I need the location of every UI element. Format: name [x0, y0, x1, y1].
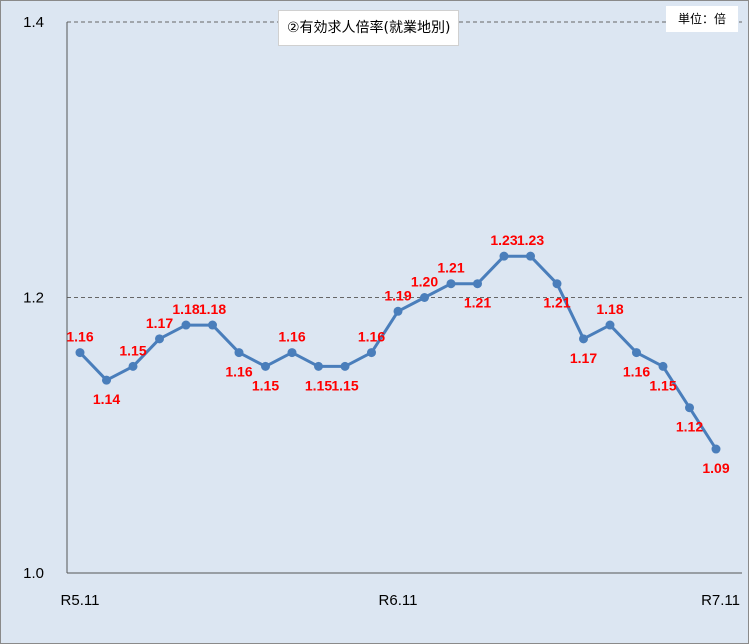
data-label-layer: 1.161.141.151.171.18 1.181.161.151.161.15…: [66, 232, 729, 476]
data-point: [181, 320, 191, 330]
data-point: [367, 348, 376, 358]
data-point: [393, 306, 403, 316]
data-label: 1.15: [252, 377, 279, 393]
data-label: 1.09: [702, 460, 729, 476]
data-point: [499, 251, 509, 261]
unit-label: 単位：倍: [666, 6, 738, 32]
data-label: 1.21: [437, 260, 464, 276]
data-point: [446, 279, 456, 289]
data-point: [155, 334, 164, 344]
data-label: 1.18: [172, 301, 199, 317]
data-point: [287, 348, 297, 358]
data-point: [473, 279, 482, 289]
data-label: 1.15: [331, 377, 358, 393]
y-tick-label: 1.0: [23, 565, 44, 582]
data-point: [314, 361, 323, 371]
data-label: 1.14: [93, 391, 120, 407]
series-line: [78, 254, 718, 450]
chart-title: ②有効求人倍率(就業地別): [278, 10, 460, 46]
data-point: [711, 444, 721, 454]
data-label: 1.23: [517, 232, 544, 248]
data-point: [605, 320, 615, 330]
data-point: [552, 279, 562, 289]
data-label: 1.15: [649, 377, 676, 393]
data-label: 1.16: [66, 329, 93, 345]
data-label: 1.17: [146, 315, 173, 331]
data-label: 1.16: [358, 329, 385, 345]
data-label: 1.15: [305, 377, 332, 393]
data-label: 1.21: [543, 295, 570, 311]
data-point: [234, 348, 244, 358]
y-tick-label: 1.4: [23, 14, 44, 31]
data-label: 1.15: [119, 342, 146, 358]
data-point: [632, 348, 641, 358]
x-tick-label: R6.11: [379, 592, 418, 609]
data-label: 1.18: [596, 301, 623, 317]
x-tick-label: R5.11: [61, 592, 100, 609]
axes: 1.0 1.2 1.4 R5.11 R6.11 R7.11: [23, 14, 742, 609]
data-point: [685, 403, 694, 413]
data-point: [526, 251, 535, 261]
data-point: [658, 361, 668, 371]
y-tick-label: 1.2: [23, 290, 44, 307]
data-point: [261, 361, 270, 371]
data-point: [579, 334, 588, 344]
data-label: 1.12: [676, 419, 703, 435]
data-label: 1.16: [278, 329, 305, 345]
data-label: 1.17: [570, 350, 597, 366]
data-point: [420, 293, 429, 302]
data-label: 1.18: [199, 301, 226, 317]
data-point: [102, 375, 111, 385]
data-point: [128, 361, 138, 371]
data-label: 1.20: [411, 274, 438, 290]
data-label: 1.19: [384, 287, 411, 303]
data-point: [208, 320, 217, 330]
data-point: [340, 361, 350, 371]
data-label: 1.16: [225, 364, 252, 380]
series-line-layer: [75, 251, 721, 454]
data-label: 1.21: [464, 295, 491, 311]
data-point: [75, 348, 85, 358]
x-tick-label: R7.11: [701, 592, 740, 609]
data-label: 1.16: [623, 364, 650, 380]
data-label: 1.23: [490, 232, 517, 248]
gridlines: [67, 21, 742, 298]
